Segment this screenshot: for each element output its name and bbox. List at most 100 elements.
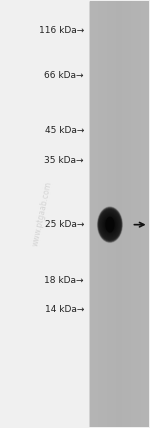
Ellipse shape	[98, 208, 122, 241]
Text: 18 kDa→: 18 kDa→	[44, 276, 84, 285]
Ellipse shape	[100, 210, 120, 239]
Bar	[133, 1, 134, 427]
Bar	[139, 1, 140, 427]
Ellipse shape	[109, 223, 111, 226]
Bar	[122, 1, 123, 427]
Bar	[125, 1, 126, 427]
Text: 25 kDa→: 25 kDa→	[45, 220, 84, 229]
Ellipse shape	[105, 218, 114, 231]
Ellipse shape	[106, 219, 114, 231]
Ellipse shape	[108, 222, 112, 227]
Ellipse shape	[103, 215, 117, 235]
Ellipse shape	[107, 220, 113, 229]
Bar	[136, 1, 137, 427]
Ellipse shape	[106, 220, 114, 230]
Bar	[144, 1, 145, 427]
Ellipse shape	[108, 222, 112, 227]
Ellipse shape	[106, 219, 114, 231]
Bar	[101, 1, 102, 427]
Ellipse shape	[98, 208, 122, 241]
Ellipse shape	[101, 212, 119, 237]
Bar	[119, 1, 120, 427]
Text: 66 kDa→: 66 kDa→	[44, 71, 84, 80]
Bar	[134, 1, 135, 427]
Ellipse shape	[105, 217, 115, 232]
Ellipse shape	[101, 212, 118, 237]
Ellipse shape	[100, 210, 120, 239]
Bar	[107, 1, 108, 427]
Bar	[116, 1, 117, 427]
Text: 45 kDa→: 45 kDa→	[45, 126, 84, 135]
Ellipse shape	[108, 223, 111, 227]
Ellipse shape	[103, 214, 117, 235]
Ellipse shape	[105, 217, 115, 232]
Bar	[115, 1, 116, 427]
Ellipse shape	[103, 215, 116, 234]
Bar	[94, 1, 95, 427]
Bar	[90, 1, 91, 427]
Bar	[137, 1, 138, 427]
Bar	[97, 1, 98, 427]
Ellipse shape	[107, 220, 113, 229]
Bar	[102, 1, 103, 427]
Ellipse shape	[104, 216, 116, 233]
Bar	[111, 1, 112, 427]
Text: 116 kDa→: 116 kDa→	[39, 26, 84, 35]
Bar	[124, 1, 125, 427]
Bar	[143, 1, 144, 427]
Ellipse shape	[105, 218, 115, 232]
Ellipse shape	[99, 210, 120, 240]
Bar	[91, 1, 92, 427]
Bar	[146, 1, 147, 427]
Bar	[120, 1, 121, 427]
Ellipse shape	[104, 216, 116, 234]
Bar	[140, 1, 141, 427]
Ellipse shape	[98, 208, 122, 242]
Ellipse shape	[101, 211, 119, 238]
Ellipse shape	[109, 223, 111, 226]
Bar	[128, 1, 129, 427]
Ellipse shape	[101, 212, 119, 238]
Bar	[104, 1, 105, 427]
Bar	[110, 1, 111, 427]
Bar	[130, 1, 131, 427]
Bar	[108, 1, 109, 427]
Ellipse shape	[102, 214, 118, 236]
Text: 14 kDa→: 14 kDa→	[45, 306, 84, 315]
Ellipse shape	[98, 207, 122, 242]
Bar	[113, 1, 114, 427]
Bar	[105, 1, 106, 427]
Bar	[112, 1, 113, 427]
Bar	[126, 1, 127, 427]
Ellipse shape	[100, 211, 120, 239]
Ellipse shape	[99, 208, 121, 241]
Bar	[114, 1, 115, 427]
Ellipse shape	[108, 221, 112, 228]
Ellipse shape	[104, 217, 116, 233]
Ellipse shape	[106, 220, 113, 229]
Ellipse shape	[106, 217, 114, 232]
Ellipse shape	[99, 209, 121, 241]
Bar	[148, 1, 149, 427]
Ellipse shape	[109, 224, 111, 226]
Bar	[131, 1, 132, 427]
Bar	[132, 1, 133, 427]
Bar	[121, 1, 122, 427]
Ellipse shape	[98, 207, 122, 243]
Ellipse shape	[103, 215, 117, 234]
Bar	[138, 1, 139, 427]
Ellipse shape	[104, 217, 116, 233]
Ellipse shape	[102, 213, 118, 237]
Bar	[93, 1, 94, 427]
Text: www.ptgaab.com: www.ptgaab.com	[31, 181, 54, 247]
Ellipse shape	[107, 221, 112, 229]
Ellipse shape	[99, 209, 121, 240]
Ellipse shape	[106, 219, 114, 230]
Ellipse shape	[99, 209, 121, 241]
Bar	[117, 1, 118, 427]
Ellipse shape	[100, 211, 120, 238]
Bar	[92, 1, 93, 427]
Bar	[123, 1, 124, 427]
Bar	[98, 1, 99, 427]
Bar	[145, 1, 146, 427]
